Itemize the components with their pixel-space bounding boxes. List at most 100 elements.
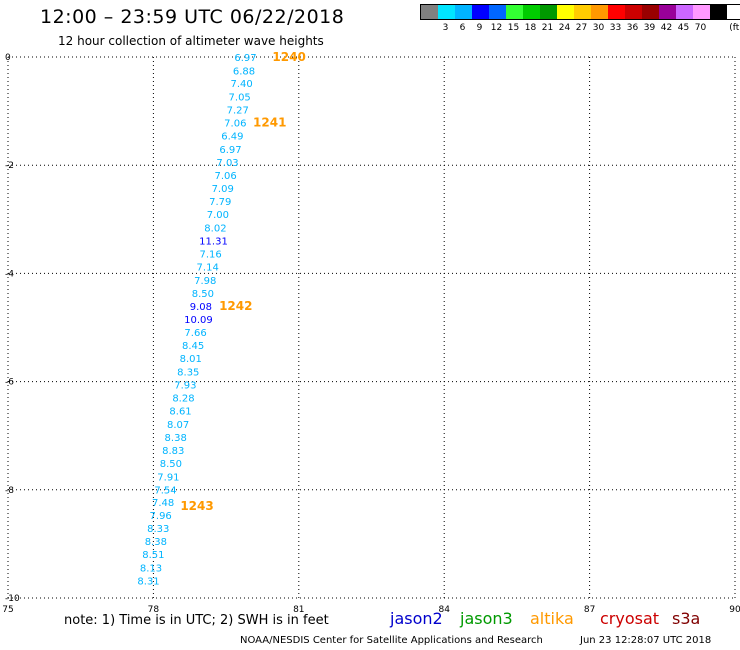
legend-label: 27 <box>575 23 588 33</box>
swh-label: 6.88 <box>233 67 255 78</box>
legend-swatch <box>472 5 489 19</box>
legend-label: 9 <box>476 23 483 33</box>
legend-swatch <box>625 5 642 19</box>
swh-label: 7.06 <box>224 118 246 129</box>
swh-label: 8.38 <box>165 433 187 444</box>
y-tick-label: -10 <box>5 594 20 604</box>
swh-label: 8.38 <box>145 537 167 548</box>
swh-label: 7.09 <box>212 184 234 195</box>
map-grid <box>7 56 736 599</box>
swh-label: 7.03 <box>216 158 238 169</box>
swh-label: 8.83 <box>162 446 184 457</box>
swh-label: 8.35 <box>177 367 199 378</box>
swh-label: 7.66 <box>184 328 206 339</box>
swh-label: 6.97 <box>234 53 256 64</box>
legend-label: 45 <box>677 23 690 33</box>
credit-line: NOAA/NESDIS Center for Satellite Applica… <box>240 635 543 646</box>
legend-swatches <box>420 4 740 20</box>
y-tick-label: -4 <box>5 269 14 279</box>
legend-swatch <box>659 5 676 19</box>
swh-label: 8.61 <box>169 406 191 417</box>
legend-label: 18 <box>524 23 537 33</box>
legend-label: 42 <box>660 23 673 33</box>
swh-label: 8.01 <box>180 354 202 365</box>
swh-label: 8.07 <box>167 420 189 431</box>
pass-time-label: 1242 <box>219 299 252 313</box>
legend-label: 30 <box>592 23 605 33</box>
generated-timestamp: Jun 23 12:28:07 UTC 2018 <box>580 635 712 646</box>
footer-note: note: 1) Time is in UTC; 2) SWH is in fe… <box>64 613 329 628</box>
x-tick-label: 78 <box>148 605 160 615</box>
swh-label: 7.98 <box>194 276 216 287</box>
legend-label: 21 <box>541 23 554 33</box>
legend-label: 33 <box>609 23 622 33</box>
legend-label: 39 <box>643 23 656 33</box>
satellite-altika: altika <box>530 609 574 628</box>
swh-label: 11.31 <box>199 236 228 247</box>
x-tick-label: 87 <box>584 605 595 615</box>
satellite-cryosat: cryosat <box>600 609 660 628</box>
legend-label: 12 <box>490 23 503 33</box>
swh-label: 7.00 <box>207 210 229 221</box>
x-tick-label: 81 <box>293 605 304 615</box>
axis-ticks: 75 78 81 84 87 90 0 -2 -4 -6 -8 -10 <box>2 53 740 615</box>
swh-label: 7.14 <box>197 262 219 273</box>
swh-label: 7.54 <box>154 485 176 496</box>
swh-label: 8.50 <box>192 289 214 300</box>
swh-label: 7.48 <box>152 498 174 509</box>
legend-swatch <box>557 5 574 19</box>
pass-time-label: 1241 <box>253 115 286 129</box>
swh-label: 7.06 <box>214 171 236 182</box>
swh-label: 7.05 <box>229 92 251 103</box>
satellite-s3a: s3a <box>672 609 701 628</box>
legend-swatch <box>455 5 472 19</box>
legend-swatch <box>710 5 727 19</box>
x-tick-label: 90 <box>729 605 740 615</box>
swh-label: 8.31 <box>137 577 159 588</box>
legend-swatch <box>591 5 608 19</box>
swh-label: 6.49 <box>221 131 243 142</box>
y-tick-label: -6 <box>5 378 14 388</box>
swh-label: 7.79 <box>209 197 231 208</box>
swh-label: 8.45 <box>182 341 204 352</box>
swh-label: 7.93 <box>174 380 196 391</box>
legend-label: 70 <box>694 23 707 33</box>
legend-swatch <box>642 5 659 19</box>
map-subtitle: 12 hour collection of altimeter wave hei… <box>58 34 324 48</box>
swh-label: 8.33 <box>147 524 169 535</box>
swh-label: 8.13 <box>140 564 162 575</box>
legend-swatch <box>489 5 506 19</box>
legend-swatch <box>421 5 438 19</box>
swh-label: 9.08 <box>190 302 212 313</box>
legend-swatch <box>506 5 523 19</box>
legend-swatch <box>540 5 557 19</box>
map-title: 12:00 – 23:59 UTC 06/22/2018 <box>40 6 345 28</box>
swh-label: 7.91 <box>157 472 179 483</box>
swh-label: 7.40 <box>230 79 252 90</box>
swh-label: 7.16 <box>199 249 221 260</box>
y-tick-label: -8 <box>5 486 14 496</box>
legend-label: 36 <box>626 23 639 33</box>
pass-time-label: 1243 <box>180 499 213 513</box>
y-tick-label: -2 <box>5 161 14 171</box>
pass-time-label: 1240 <box>272 50 305 64</box>
swh-label: 7.96 <box>150 511 172 522</box>
legend-label: 6 <box>459 23 466 33</box>
legend-label: 3 <box>442 23 449 33</box>
legend-swatch <box>438 5 455 19</box>
observation-labels: 6.97 6.887.40 7.05 7.27 7.06 6.49 6.97 7.03 7.06… <box>137 50 305 588</box>
satellite-jason2: jason2 <box>390 609 443 628</box>
legend-swatch <box>693 5 710 19</box>
swh-label: 8.28 <box>172 393 194 404</box>
legend-swatch <box>574 5 591 19</box>
legend-swatch <box>608 5 625 19</box>
satellite-jason3: jason3 <box>460 609 513 628</box>
swh-label: 10.09 <box>184 315 213 326</box>
x-tick-label: 75 <box>2 605 13 615</box>
y-tick-label: 0 <box>5 53 11 63</box>
legend-label: 24 <box>558 23 571 33</box>
swh-label: 6.97 <box>219 145 241 156</box>
